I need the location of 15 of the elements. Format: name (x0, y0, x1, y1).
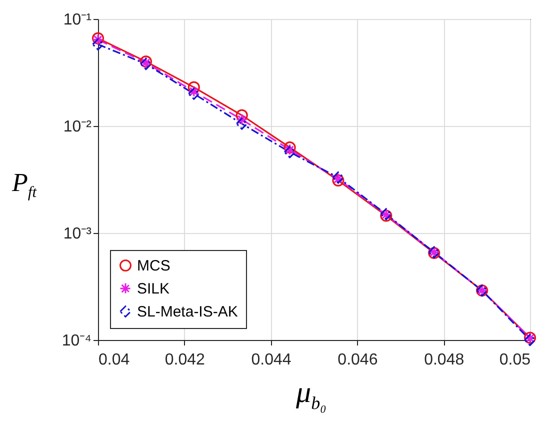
x-tick-label: 0.042 (164, 352, 206, 368)
y-tick-label: 10⁻³ (63, 226, 92, 242)
x-tick-label: 0.046 (338, 352, 378, 368)
y-tick-label: 10⁻⁴ (62, 332, 92, 350)
y-tick-label: 10⁻² (63, 118, 92, 136)
y-tick-label: 10⁻¹ (63, 12, 92, 28)
x-tick-label: 0.05 (499, 352, 531, 368)
x-tick-label: 0.044 (251, 352, 292, 368)
x-tick-label: 0.048 (424, 352, 464, 368)
legend-label: MCS (137, 258, 170, 274)
legend-label: SILK (137, 280, 170, 298)
x-tick-label: 0.04 (98, 352, 130, 368)
legend-label: SL-Meta-IS-AK (137, 304, 238, 320)
x-axis-title: μ$_{b₀}$ (296, 376, 326, 414)
y-axis-title: P$_{ft}$ (12, 168, 37, 202)
